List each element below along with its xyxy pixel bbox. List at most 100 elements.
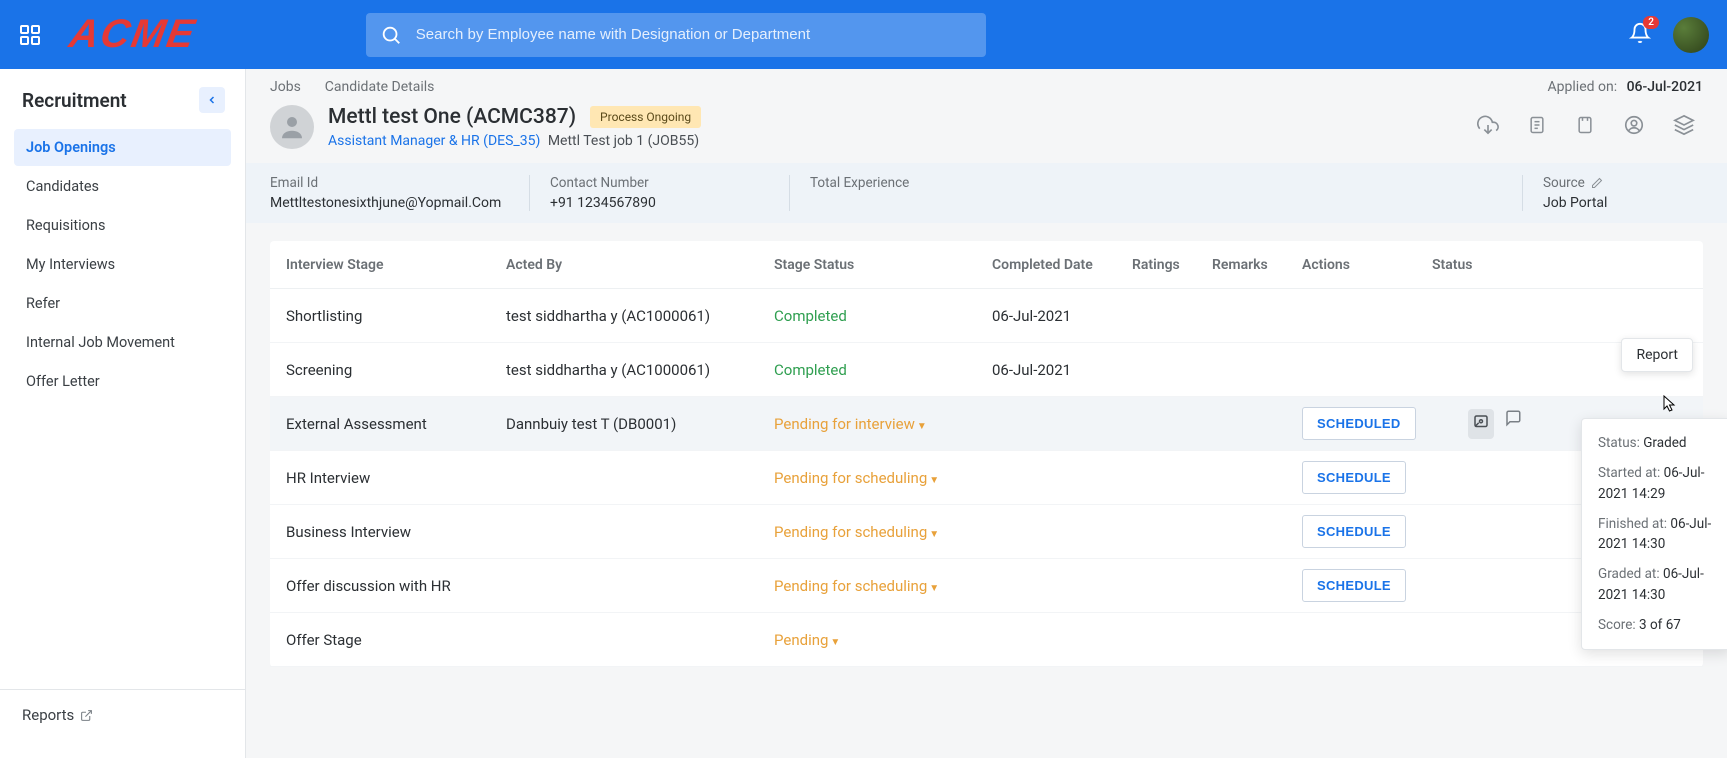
sidebar-item[interactable]: Requisitions <box>14 207 231 244</box>
th-ratings: Ratings <box>1132 257 1212 273</box>
profile-icon[interactable] <box>1623 114 1645 140</box>
search-container <box>366 13 986 57</box>
cell-status[interactable]: Completed <box>774 361 992 379</box>
main-content: Jobs Candidate Details Applied on: 06-Ju… <box>246 69 1727 758</box>
cell-stage: Shortlisting <box>286 307 506 325</box>
candidate-role-link[interactable]: Assistant Manager & HR (DES_35) <box>328 133 540 149</box>
pop-started-lbl: Started at: <box>1598 465 1660 481</box>
sidebar-nav: Job OpeningsCandidatesRequisitionsMy Int… <box>0 129 245 402</box>
candidate-actions <box>1477 105 1703 149</box>
meta-source: Source Job Portal <box>1523 175 1703 211</box>
sidebar-item[interactable]: Refer <box>14 285 231 322</box>
cell-status[interactable]: Pending for scheduling▼ <box>774 523 992 541</box>
cell-completed: 06-Jul-2021 <box>992 307 1132 325</box>
cell-actions: SCHEDULE <box>1302 569 1432 602</box>
meta-exp-label: Total Experience <box>810 175 1502 191</box>
cell-actions: SCHEDULE <box>1302 515 1432 548</box>
layers-icon[interactable] <box>1673 114 1695 140</box>
search-icon <box>380 24 402 46</box>
table-row: External AssessmentDannbuiy test T (DB00… <box>270 397 1703 451</box>
table-row: Business Interview Pending for scheduling… <box>270 505 1703 559</box>
sidebar-item[interactable]: Candidates <box>14 168 231 205</box>
cell-status[interactable]: Completed <box>774 307 992 325</box>
cell-status[interactable]: Pending for interview▼ <box>774 415 992 433</box>
sidebar-item[interactable]: Job Openings <box>14 129 231 166</box>
notification-badge: 2 <box>1643 16 1659 29</box>
breadcrumb-details[interactable]: Candidate Details <box>325 79 435 95</box>
sidebar-header: Recruitment <box>0 69 245 129</box>
notifications-button[interactable]: 2 <box>1629 22 1651 48</box>
pop-score: 3 of 67 <box>1639 617 1681 633</box>
sidebar-item[interactable]: My Interviews <box>14 246 231 283</box>
candidate-header: Mettl test One (ACMC387) Process Ongoing… <box>246 105 1727 163</box>
cell-status[interactable]: Pending for scheduling▼ <box>774 469 992 487</box>
report-tooltip: Report <box>1621 338 1693 372</box>
pop-status-lbl: Status: <box>1598 435 1640 451</box>
download-icon[interactable] <box>1477 114 1499 140</box>
sidebar-item[interactable]: Offer Letter <box>14 363 231 400</box>
cell-stage: Screening <box>286 361 506 379</box>
breadcrumb-row: Jobs Candidate Details Applied on: 06-Ju… <box>246 69 1727 105</box>
applied-date: 06-Jul-2021 <box>1627 79 1703 95</box>
meta-experience: Total Experience <box>790 175 1523 211</box>
cell-actions: SCHEDULED <box>1302 407 1432 440</box>
th-actions: Actions <box>1302 257 1432 273</box>
schedule-button[interactable]: SCHEDULED <box>1302 407 1416 440</box>
table-row: Shortlistingtest siddhartha y (AC1000061… <box>270 289 1703 343</box>
cell-stage: Business Interview <box>286 523 506 541</box>
cell-acted: test siddhartha y (AC1000061) <box>506 361 774 379</box>
report-icon[interactable] <box>1468 409 1494 439</box>
cell-status[interactable]: Pending▼ <box>774 631 992 649</box>
sidebar: Recruitment Job OpeningsCandidatesRequis… <box>0 69 246 758</box>
pencil-icon[interactable] <box>1591 177 1603 189</box>
table-row: Screeningtest siddhartha y (AC1000061)Co… <box>270 343 1703 397</box>
cell-stage: HR Interview <box>286 469 506 487</box>
schedule-button[interactable]: SCHEDULE <box>1302 569 1406 602</box>
cell-acted: test siddhartha y (AC1000061) <box>506 307 774 325</box>
table-header: Interview Stage Acted By Stage Status Co… <box>270 241 1703 289</box>
applied-on: Applied on: 06-Jul-2021 <box>1548 79 1703 95</box>
schedule-button[interactable]: SCHEDULE <box>1302 515 1406 548</box>
meta-email-label: Email Id <box>270 175 509 191</box>
person-icon <box>277 112 307 142</box>
candidate-name: Mettl test One (ACMC387) <box>328 105 576 129</box>
sidebar-title: Recruitment <box>22 89 127 112</box>
reports-label: Reports <box>22 706 74 724</box>
cell-acted: Dannbuiy test T (DB0001) <box>506 415 774 433</box>
th-stage: Interview Stage <box>286 257 506 273</box>
sidebar-reports-link[interactable]: Reports <box>22 706 223 724</box>
stages-table: Interview Stage Acted By Stage Status Co… <box>270 241 1703 667</box>
logo[interactable]: ACME <box>66 12 200 57</box>
applied-label: Applied on: <box>1548 79 1618 95</box>
th-acted: Acted By <box>506 257 774 273</box>
schedule-button[interactable]: SCHEDULE <box>1302 461 1406 494</box>
sidebar-collapse-button[interactable] <box>199 87 225 113</box>
meta-contact-label: Contact Number <box>550 175 769 191</box>
candidate-info: Mettl test One (ACMC387) Process Ongoing… <box>328 105 701 149</box>
candidate-job-text: Mettl Test job 1 (JOB55) <box>548 133 699 149</box>
document-icon[interactable] <box>1527 114 1547 140</box>
breadcrumb-jobs[interactable]: Jobs <box>270 79 301 95</box>
cell-actions: SCHEDULE <box>1302 461 1432 494</box>
notes-icon[interactable] <box>1575 114 1595 140</box>
user-avatar[interactable] <box>1673 17 1709 53</box>
pop-finished-lbl: Finished at: <box>1598 516 1667 532</box>
meta-source-label: Source <box>1543 175 1683 191</box>
th-remarks: Remarks <box>1212 257 1302 273</box>
sidebar-footer: Reports <box>0 689 245 758</box>
search-input[interactable] <box>416 26 972 43</box>
topbar: ACME 2 <box>0 0 1727 69</box>
meta-email-value: Mettltestonesixthjune@Yopmail.Com <box>270 195 509 211</box>
table-row: Offer discussion with HR Pending for sche… <box>270 559 1703 613</box>
meta-email: Email Id Mettltestonesixthjune@Yopmail.C… <box>270 175 530 211</box>
meta-bar: Email Id Mettltestonesixthjune@Yopmail.C… <box>246 163 1727 223</box>
status-chip: Process Ongoing <box>590 106 701 128</box>
cell-status[interactable]: Pending for scheduling▼ <box>774 577 992 595</box>
th-status2: Status <box>1432 257 1522 273</box>
sidebar-item[interactable]: Internal Job Movement <box>14 324 231 361</box>
cell-stage: Offer discussion with HR <box>286 577 506 595</box>
th-completed: Completed Date <box>992 257 1132 273</box>
apps-grid-icon[interactable] <box>18 23 42 47</box>
topbar-right: 2 <box>1629 17 1709 53</box>
comment-icon[interactable] <box>1504 409 1522 439</box>
